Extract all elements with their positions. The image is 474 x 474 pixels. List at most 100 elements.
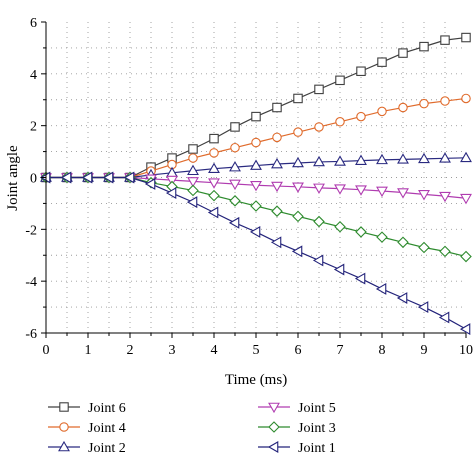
data-point-joint-5 (313, 183, 325, 194)
data-point-joint-2 (418, 152, 430, 164)
x-tick-label: 0 (43, 343, 50, 358)
y-tick-label: -6 (25, 327, 37, 342)
legend-label: Joint 3 (298, 421, 336, 436)
x-tick-label: 6 (295, 343, 302, 358)
x-tick-label: 4 (211, 343, 218, 358)
data-point-joint-5 (271, 181, 283, 193)
data-point-joint-6 (335, 75, 345, 86)
data-point-joint-5 (229, 179, 241, 191)
data-point-joint-4 (272, 132, 282, 143)
y-tick-label: -4 (25, 275, 37, 290)
legend: Joint 6 Joint 5 Joint 4 Joint 3 Joint 2 Joint… (48, 401, 336, 456)
data-point-joint-1 (123, 171, 135, 184)
y-axis-label: Joint angle (5, 145, 21, 211)
data-point-joint-2 (355, 154, 367, 165)
data-point-joint-3 (397, 236, 409, 249)
data-point-joint-1 (228, 216, 240, 229)
data-point-joint-6 (356, 66, 366, 76)
data-point-joint-2 (313, 155, 325, 167)
data-point-joint-1 (165, 187, 177, 199)
data-point-joint-3 (292, 210, 304, 223)
data-point-joint-5 (397, 188, 409, 199)
data-point-joint-6 (293, 93, 303, 104)
x-tick-label: 5 (253, 343, 260, 358)
data-point-joint-4 (251, 137, 261, 148)
y-tick-label: 4 (30, 68, 37, 83)
data-point-joint-6 (419, 41, 429, 52)
data-point-joint-5 (166, 175, 178, 187)
x-tick-label: 10 (459, 343, 473, 358)
data-point-joint-4 (230, 142, 240, 153)
legend-label: Joint 5 (298, 401, 336, 416)
data-point-joint-1 (186, 196, 198, 209)
axes: 0 1 2 3 4 5 6 7 8 9 10 -6 -4 -2 0 2 4 6 (25, 16, 473, 358)
data-point-joint-5 (439, 191, 451, 203)
legend-label: Joint 2 (88, 441, 126, 456)
data-point-joint-6 (209, 133, 219, 144)
data-point-joint-3 (460, 250, 472, 263)
legend-marker (59, 402, 69, 412)
data-point-joint-1 (417, 301, 429, 314)
legend-marker (58, 440, 70, 452)
data-point-joint-2 (397, 153, 409, 164)
data-point-joint-1 (144, 178, 156, 190)
data-point-joint-1 (60, 171, 72, 184)
y-tick-label: 6 (30, 16, 37, 31)
data-point-joint-1 (81, 171, 93, 184)
x-tick-label: 3 (169, 343, 176, 358)
data-point-joint-2 (334, 155, 346, 166)
data-point-joint-3 (208, 189, 220, 202)
data-point-joint-5 (208, 178, 220, 189)
data-point-joint-2 (460, 151, 472, 163)
data-point-joint-6 (272, 102, 282, 113)
data-point-joint-1 (312, 254, 324, 267)
data-point-joint-2 (376, 153, 388, 165)
y-tick-label: -2 (25, 223, 37, 238)
legend-label: Joint 1 (298, 441, 336, 456)
data-point-joint-4 (209, 148, 219, 158)
data-point-joint-1 (396, 292, 408, 304)
legend-item-joint-2: Joint 2 (48, 440, 126, 456)
data-point-joint-3 (271, 205, 283, 217)
data-point-joint-3 (313, 215, 325, 228)
data-point-joint-3 (250, 200, 262, 212)
data-point-joint-1 (333, 263, 345, 276)
y-tick-label: 0 (30, 172, 37, 187)
x-axis-label: Time (ms) (225, 372, 287, 388)
legend-label: Joint 4 (88, 421, 126, 436)
data-point-joint-3 (418, 241, 430, 254)
data-point-joint-2 (208, 162, 220, 173)
data-point-joint-1 (375, 282, 387, 295)
data-point-joint-1 (207, 206, 219, 219)
data-point-joint-2 (250, 159, 262, 170)
data-point-joint-3 (376, 231, 388, 243)
legend-marker (59, 422, 69, 432)
data-point-joint-1 (249, 225, 261, 238)
data-point-joint-4 (440, 96, 450, 106)
data-point-joint-6 (314, 84, 324, 95)
data-point-joint-2 (439, 152, 451, 163)
data-point-joint-3 (229, 195, 241, 207)
data-point-joint-3 (334, 220, 346, 233)
data-point-joint-2 (229, 161, 241, 172)
data-point-joint-1 (438, 311, 450, 324)
series-joint-1 (39, 171, 471, 336)
data-point-joint-2 (271, 157, 283, 169)
data-point-joint-4 (398, 102, 408, 113)
data-point-joint-6 (398, 48, 408, 58)
data-point-joint-5 (355, 185, 367, 196)
data-point-joint-4 (293, 127, 303, 137)
data-point-joint-5 (292, 182, 304, 193)
data-point-joint-4 (377, 106, 387, 117)
data-point-joint-4 (188, 153, 198, 163)
data-point-joint-6 (188, 144, 198, 154)
data-point-joint-4 (314, 122, 324, 132)
legend-item-joint-4: Joint 4 (48, 421, 126, 436)
data-point-joint-1 (270, 236, 282, 249)
legend-item-joint-3: Joint 3 (258, 421, 336, 436)
data-point-joint-5 (418, 190, 430, 201)
data-point-joint-5 (460, 193, 472, 205)
legend-marker (268, 421, 280, 433)
legend-item-joint-1: Joint 1 (258, 441, 336, 456)
x-tick-label: 2 (127, 343, 134, 358)
